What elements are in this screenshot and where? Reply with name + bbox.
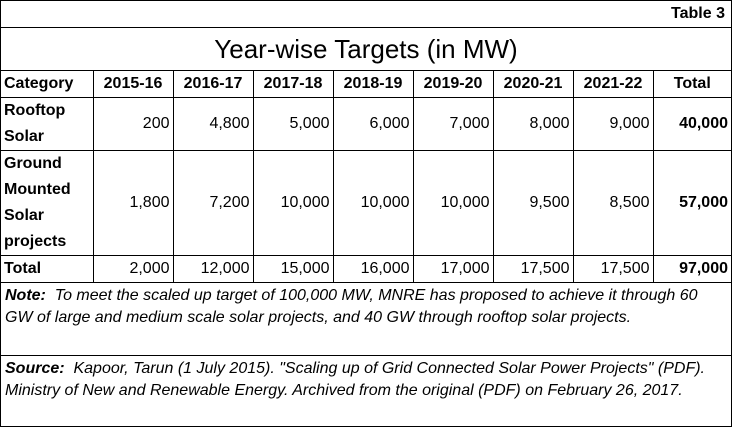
- value-cell: 5,000: [252, 97, 334, 151]
- column-header: 2019-20: [412, 71, 494, 98]
- row-total-cell: 97,000: [652, 255, 731, 283]
- category-line: Solar: [4, 128, 45, 145]
- row-category: Rooftop Solar: [1, 97, 94, 151]
- table-row-total: Total 2,000 12,000 15,000 16,000 17,000 …: [1, 255, 731, 283]
- category-line: Solar: [4, 207, 45, 224]
- value-cell: 4,800: [172, 97, 254, 151]
- value-cell: 9,000: [572, 97, 654, 151]
- source-block: Source: Kapoor, Tarun (1 July 2015). "Sc…: [1, 356, 731, 402]
- column-header: 2015-16: [92, 71, 174, 98]
- header-row: Category 2015-16 2016-17 2017-18 2018-19…: [1, 71, 731, 98]
- value-cell: 7,000: [412, 97, 494, 151]
- row-category: Ground Mounted Solar projects: [1, 150, 94, 256]
- value-cell: 8,000: [492, 97, 574, 151]
- value-cell: 9,500: [492, 150, 574, 256]
- note-label: Note:: [5, 287, 46, 304]
- table-row: Rooftop Solar 200 4,800 5,000 6,000 7,00…: [1, 97, 731, 151]
- category-line: Mounted: [4, 181, 71, 198]
- table-title: Year-wise Targets (in MW): [1, 28, 731, 71]
- note-block: Note: To meet the scaled up target of 10…: [1, 283, 731, 356]
- column-header: 2021-22: [572, 71, 654, 98]
- value-cell: 17,500: [572, 255, 654, 283]
- value-cell: 12,000: [172, 255, 254, 283]
- category-line: Ground: [4, 155, 62, 172]
- value-cell: 10,000: [332, 150, 414, 256]
- value-cell: 10,000: [252, 150, 334, 256]
- column-header: Category: [1, 71, 94, 98]
- category-line: Rooftop: [4, 102, 66, 119]
- value-cell: 6,000: [332, 97, 414, 151]
- source-label: Source:: [5, 360, 65, 377]
- value-cell: 8,500: [572, 150, 654, 256]
- value-cell: 17,000: [412, 255, 494, 283]
- row-total-cell: 57,000: [652, 150, 731, 256]
- value-cell: 15,000: [252, 255, 334, 283]
- table-row: Ground Mounted Solar projects 1,800 7,20…: [1, 150, 731, 256]
- column-header: 2020-21: [492, 71, 574, 98]
- column-header: 2017-18: [252, 71, 334, 98]
- source-text: Kapoor, Tarun (1 July 2015). "Scaling up…: [5, 360, 705, 399]
- value-cell: 10,000: [412, 150, 494, 256]
- table-label: Table 3: [1, 1, 731, 28]
- value-cell: 16,000: [332, 255, 414, 283]
- value-cell: 2,000: [92, 255, 174, 283]
- value-cell: 7,200: [172, 150, 254, 256]
- note-text: To meet the scaled up target of 100,000 …: [5, 287, 698, 326]
- value-cell: 1,800: [92, 150, 174, 256]
- row-total-cell: 40,000: [652, 97, 731, 151]
- column-header: 2016-17: [172, 71, 254, 98]
- value-cell: 17,500: [492, 255, 574, 283]
- column-header: Total: [652, 71, 731, 98]
- category-line: projects: [4, 233, 67, 250]
- column-header: 2018-19: [332, 71, 414, 98]
- targets-table: Category 2015-16 2016-17 2017-18 2018-19…: [1, 71, 731, 283]
- row-category: Total: [1, 255, 94, 283]
- value-cell: 200: [92, 97, 174, 151]
- category-line: Total: [4, 260, 42, 277]
